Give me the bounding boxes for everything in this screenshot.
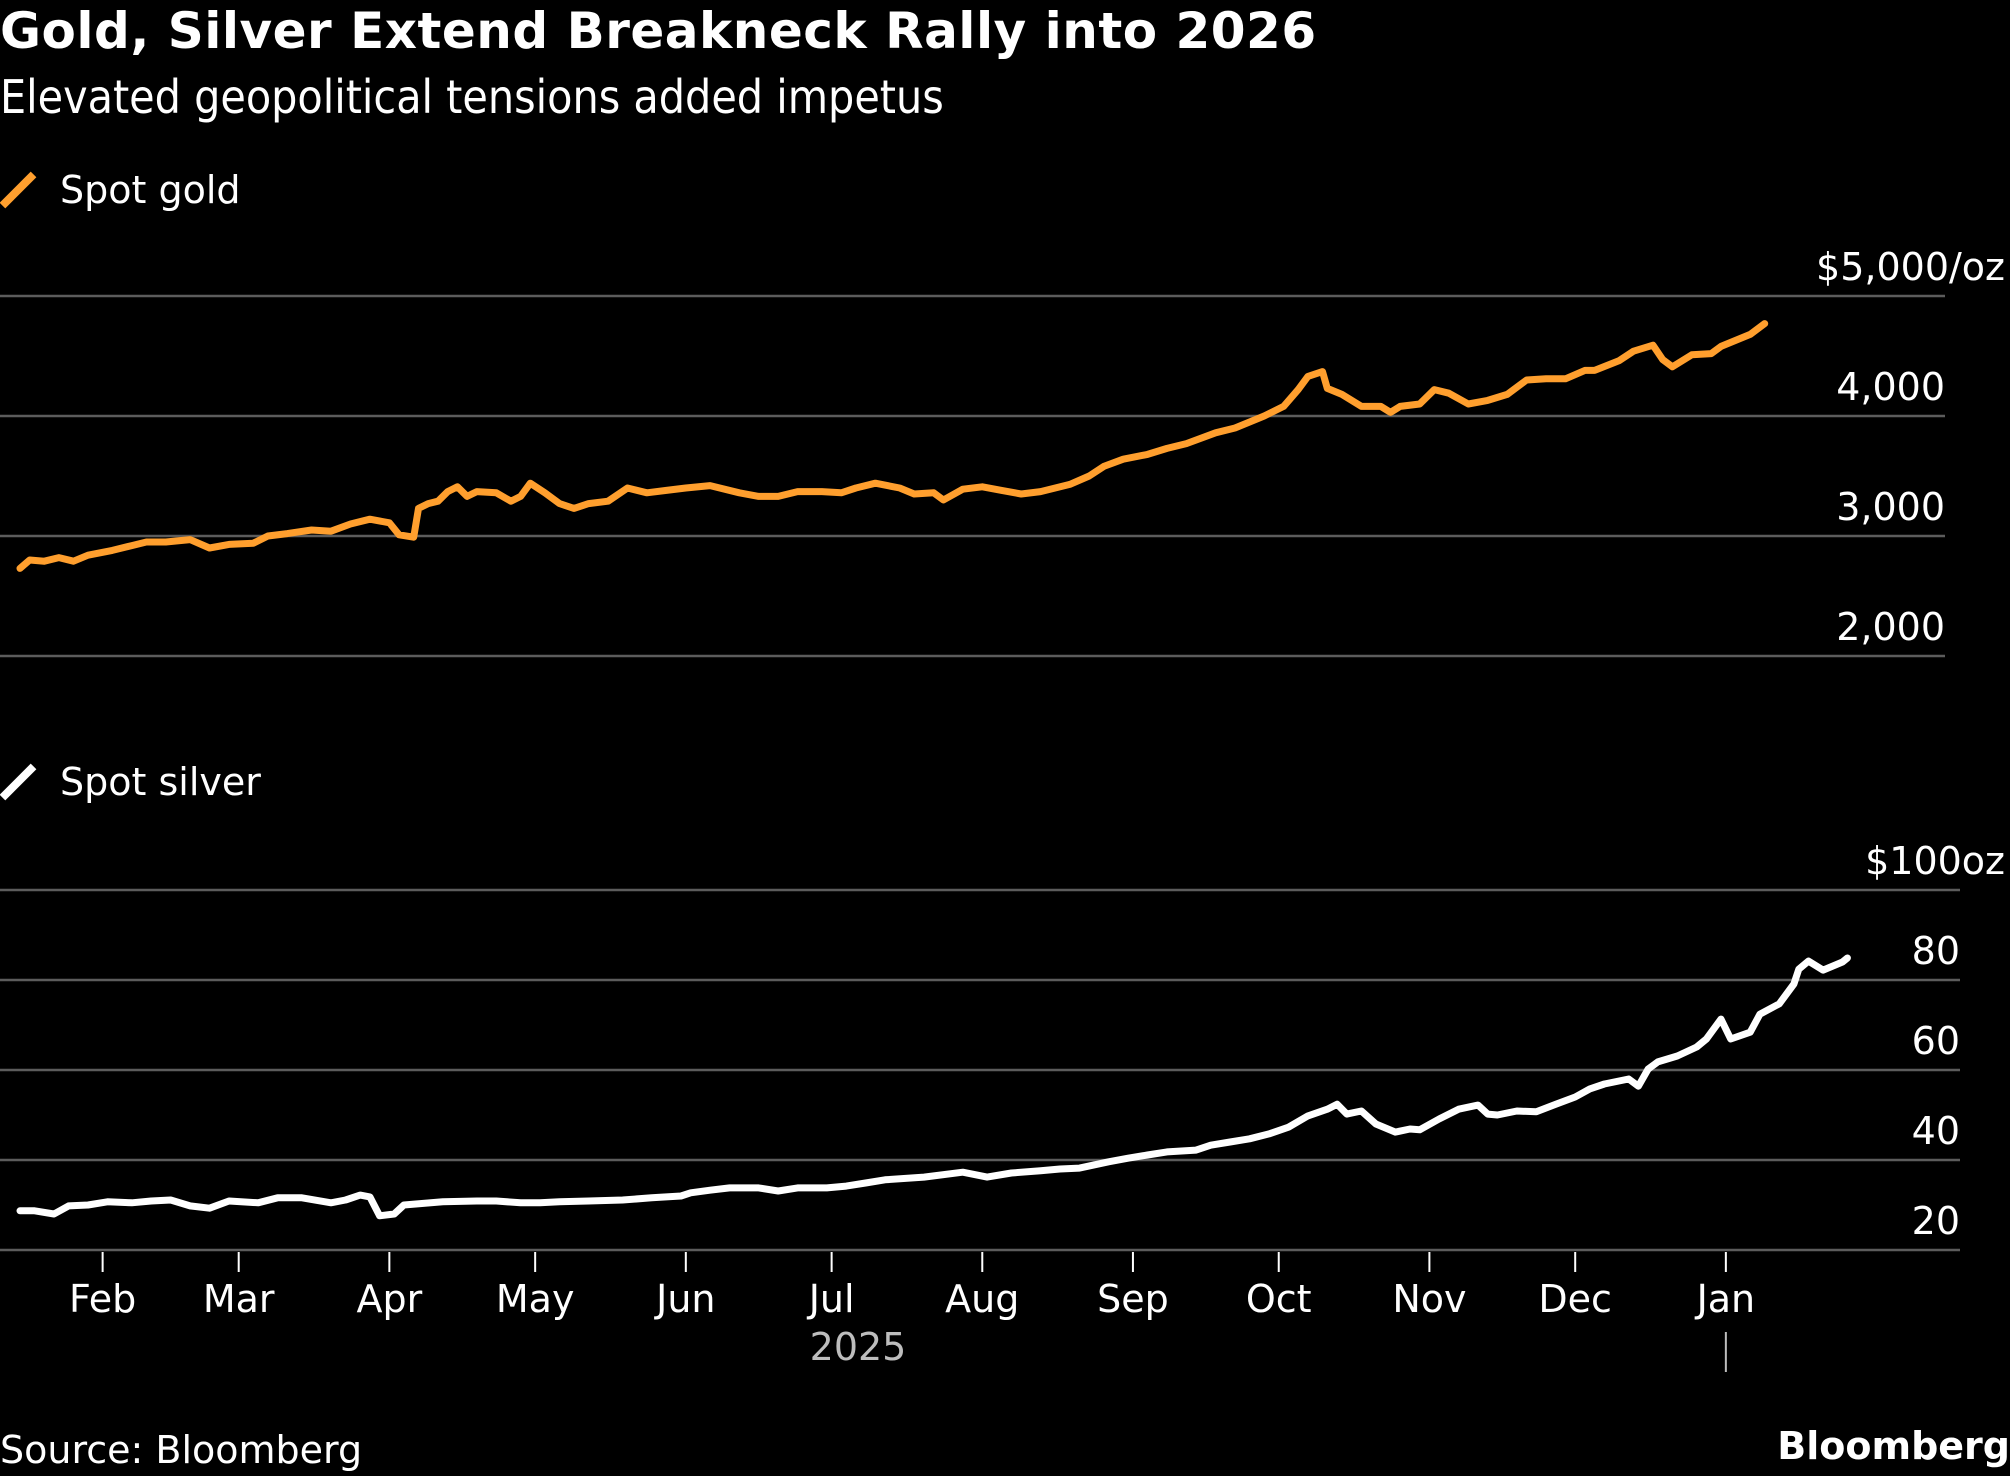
source-note: Source: Bloomberg	[0, 1428, 363, 1472]
y-tick-label: 80	[1912, 929, 1960, 973]
x-tick-label: Sep	[1097, 1277, 1169, 1321]
x-tick-label: Aug	[945, 1277, 1019, 1321]
chart-subtitle: Elevated geopolitical tensions added imp…	[0, 70, 944, 124]
x-tick-label: Jan	[1695, 1277, 1756, 1321]
legend-gold: Spot gold	[0, 168, 241, 212]
legend-silver-label: Spot silver	[60, 760, 261, 804]
x-tick-label: Mar	[203, 1277, 275, 1321]
silver-price-line	[16, 954, 1851, 1220]
y-tick-label: 4,000	[1836, 365, 1945, 409]
y-tick-label: 20	[1912, 1199, 1960, 1243]
bloomberg-logo: Bloomberg	[1777, 1424, 2010, 1468]
chart-title: Gold, Silver Extend Breakneck Rally into…	[0, 2, 1317, 60]
y-tick-label: 60	[1912, 1019, 1960, 1063]
y-tick-label: $100oz	[1865, 839, 2005, 883]
silver-gridlines	[0, 888, 1960, 1252]
x-tick-label: Dec	[1538, 1277, 1612, 1321]
year-label: 2025	[810, 1325, 907, 1369]
gold-price-line	[16, 320, 1769, 572]
x-tick-label: Nov	[1392, 1277, 1466, 1321]
x-tick-label: Feb	[69, 1277, 136, 1321]
gold-y-axis: 2,000 3,000 4,000 $5,000/oz	[1816, 245, 2005, 649]
y-tick-label: $5,000/oz	[1816, 245, 2005, 289]
x-tick-label: Jul	[807, 1277, 855, 1321]
gold-gridlines	[0, 294, 1945, 658]
x-tick-label: Apr	[356, 1277, 422, 1321]
y-tick-label: 3,000	[1836, 485, 1945, 529]
x-axis: Feb Mar Apr May Jun Jul Aug Sep Oct Nov Dec Jan 2025	[69, 1252, 1755, 1372]
y-tick-label: 40	[1912, 1109, 1960, 1153]
y-tick-label: 2,000	[1836, 605, 1945, 649]
x-tick-label: Oct	[1246, 1277, 1312, 1321]
legend-silver: Spot silver	[0, 760, 261, 804]
x-tick-label: May	[496, 1277, 575, 1321]
legend-gold-label: Spot gold	[60, 168, 241, 212]
silver-y-axis: 20 40 60 80 $100oz	[1865, 839, 2005, 1243]
x-tick-label: Jun	[654, 1277, 715, 1321]
